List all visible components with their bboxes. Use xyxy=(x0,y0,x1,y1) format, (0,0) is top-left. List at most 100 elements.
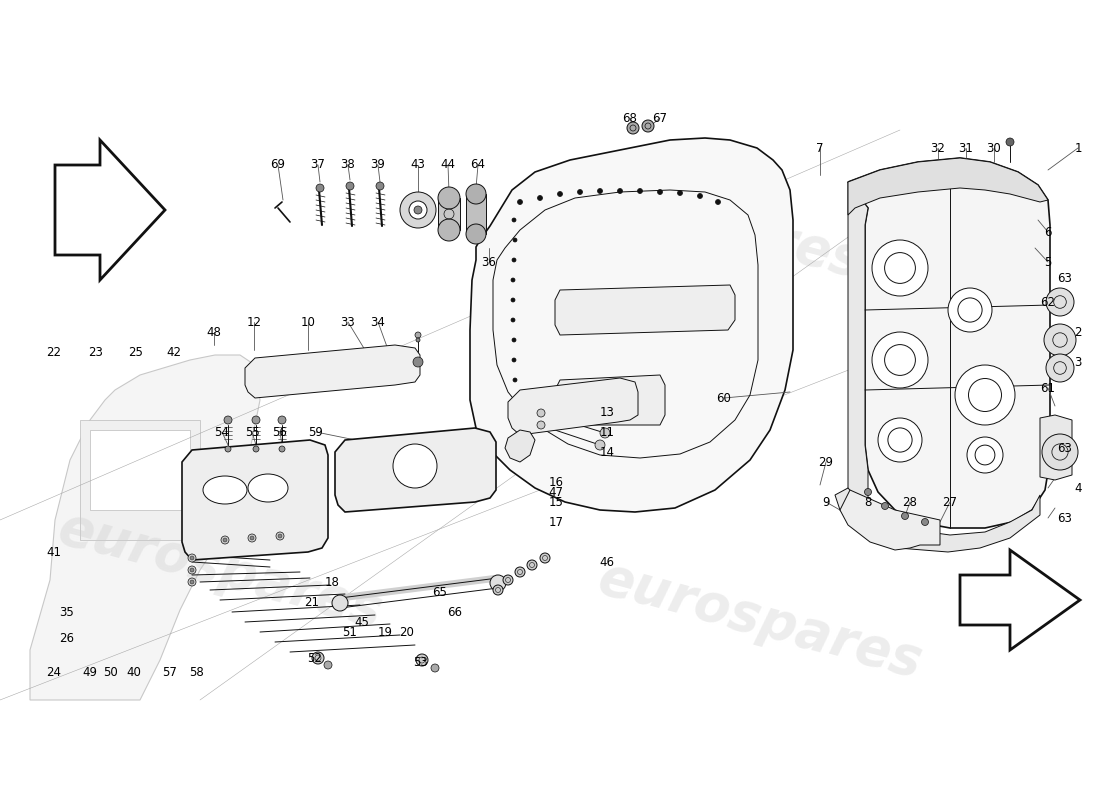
Text: 47: 47 xyxy=(549,486,563,498)
Text: 11: 11 xyxy=(600,426,615,438)
Polygon shape xyxy=(960,550,1080,650)
Text: eurospares: eurospares xyxy=(53,502,387,638)
Text: 16: 16 xyxy=(549,475,563,489)
Text: 2: 2 xyxy=(1075,326,1081,338)
Circle shape xyxy=(658,190,662,194)
Text: 27: 27 xyxy=(943,495,957,509)
Text: 44: 44 xyxy=(440,158,455,171)
Polygon shape xyxy=(840,490,940,550)
Text: 52: 52 xyxy=(308,651,322,665)
Text: 51: 51 xyxy=(342,626,358,638)
Text: 59: 59 xyxy=(309,426,323,438)
Text: 21: 21 xyxy=(305,595,319,609)
Text: 37: 37 xyxy=(310,158,326,171)
Circle shape xyxy=(279,446,285,452)
Circle shape xyxy=(223,538,227,542)
Polygon shape xyxy=(1040,415,1072,480)
Circle shape xyxy=(431,664,439,672)
Text: 33: 33 xyxy=(341,315,355,329)
Text: 42: 42 xyxy=(166,346,182,358)
Text: 62: 62 xyxy=(1041,295,1056,309)
Circle shape xyxy=(466,224,486,244)
Text: 43: 43 xyxy=(410,158,426,171)
Circle shape xyxy=(221,536,229,544)
Circle shape xyxy=(415,332,421,338)
Circle shape xyxy=(400,192,436,228)
Text: 65: 65 xyxy=(432,586,448,598)
Text: 18: 18 xyxy=(324,575,340,589)
Circle shape xyxy=(490,575,506,591)
Text: 12: 12 xyxy=(246,315,262,329)
Text: 56: 56 xyxy=(273,426,287,438)
Circle shape xyxy=(190,568,194,572)
Ellipse shape xyxy=(248,474,288,502)
Text: 14: 14 xyxy=(600,446,615,458)
Circle shape xyxy=(493,585,503,595)
Text: 35: 35 xyxy=(59,606,75,618)
Text: 17: 17 xyxy=(549,515,563,529)
Circle shape xyxy=(922,518,928,526)
Text: 54: 54 xyxy=(214,426,230,438)
Circle shape xyxy=(412,357,424,367)
Text: 19: 19 xyxy=(377,626,393,638)
Text: 49: 49 xyxy=(82,666,98,678)
Circle shape xyxy=(513,378,517,382)
Circle shape xyxy=(224,416,232,424)
Circle shape xyxy=(878,418,922,462)
Polygon shape xyxy=(556,285,735,335)
Circle shape xyxy=(393,444,437,488)
Text: 23: 23 xyxy=(89,346,103,358)
Circle shape xyxy=(278,416,286,424)
Circle shape xyxy=(595,440,605,450)
Text: 63: 63 xyxy=(1057,511,1072,525)
Circle shape xyxy=(597,189,603,194)
Circle shape xyxy=(346,182,354,190)
Polygon shape xyxy=(835,488,1040,552)
Circle shape xyxy=(414,206,422,214)
Text: 34: 34 xyxy=(371,315,385,329)
Circle shape xyxy=(715,199,720,205)
Text: 22: 22 xyxy=(46,346,62,358)
Text: 3: 3 xyxy=(1075,355,1081,369)
Text: 58: 58 xyxy=(188,666,204,678)
Circle shape xyxy=(558,191,562,197)
Text: 28: 28 xyxy=(903,495,917,509)
Text: 36: 36 xyxy=(482,255,496,269)
Text: 1: 1 xyxy=(1075,142,1081,154)
Circle shape xyxy=(512,338,516,342)
Circle shape xyxy=(248,534,256,542)
Circle shape xyxy=(515,567,525,577)
Circle shape xyxy=(697,194,703,198)
Circle shape xyxy=(538,195,542,201)
Polygon shape xyxy=(556,375,666,425)
Circle shape xyxy=(512,258,516,262)
Text: 61: 61 xyxy=(1041,382,1056,394)
Bar xyxy=(438,198,460,230)
Polygon shape xyxy=(848,158,1048,215)
Circle shape xyxy=(617,189,623,194)
Circle shape xyxy=(332,595,348,611)
Text: 67: 67 xyxy=(652,111,668,125)
Circle shape xyxy=(376,182,384,190)
Circle shape xyxy=(578,190,583,194)
Text: 20: 20 xyxy=(399,626,415,638)
Text: 57: 57 xyxy=(163,666,177,678)
Circle shape xyxy=(512,358,516,362)
Circle shape xyxy=(416,338,420,342)
Circle shape xyxy=(188,578,196,586)
Circle shape xyxy=(517,199,522,205)
Polygon shape xyxy=(55,140,165,280)
Circle shape xyxy=(1046,354,1074,382)
Text: 9: 9 xyxy=(823,495,829,509)
Text: 24: 24 xyxy=(46,666,62,678)
Text: 55: 55 xyxy=(244,426,260,438)
Text: 32: 32 xyxy=(931,142,945,154)
Circle shape xyxy=(190,556,194,560)
Circle shape xyxy=(512,318,515,322)
Circle shape xyxy=(250,536,254,540)
Text: 6: 6 xyxy=(1044,226,1052,238)
Circle shape xyxy=(1042,434,1078,470)
Circle shape xyxy=(955,365,1015,425)
Text: 50: 50 xyxy=(102,666,118,678)
Bar xyxy=(466,194,486,234)
